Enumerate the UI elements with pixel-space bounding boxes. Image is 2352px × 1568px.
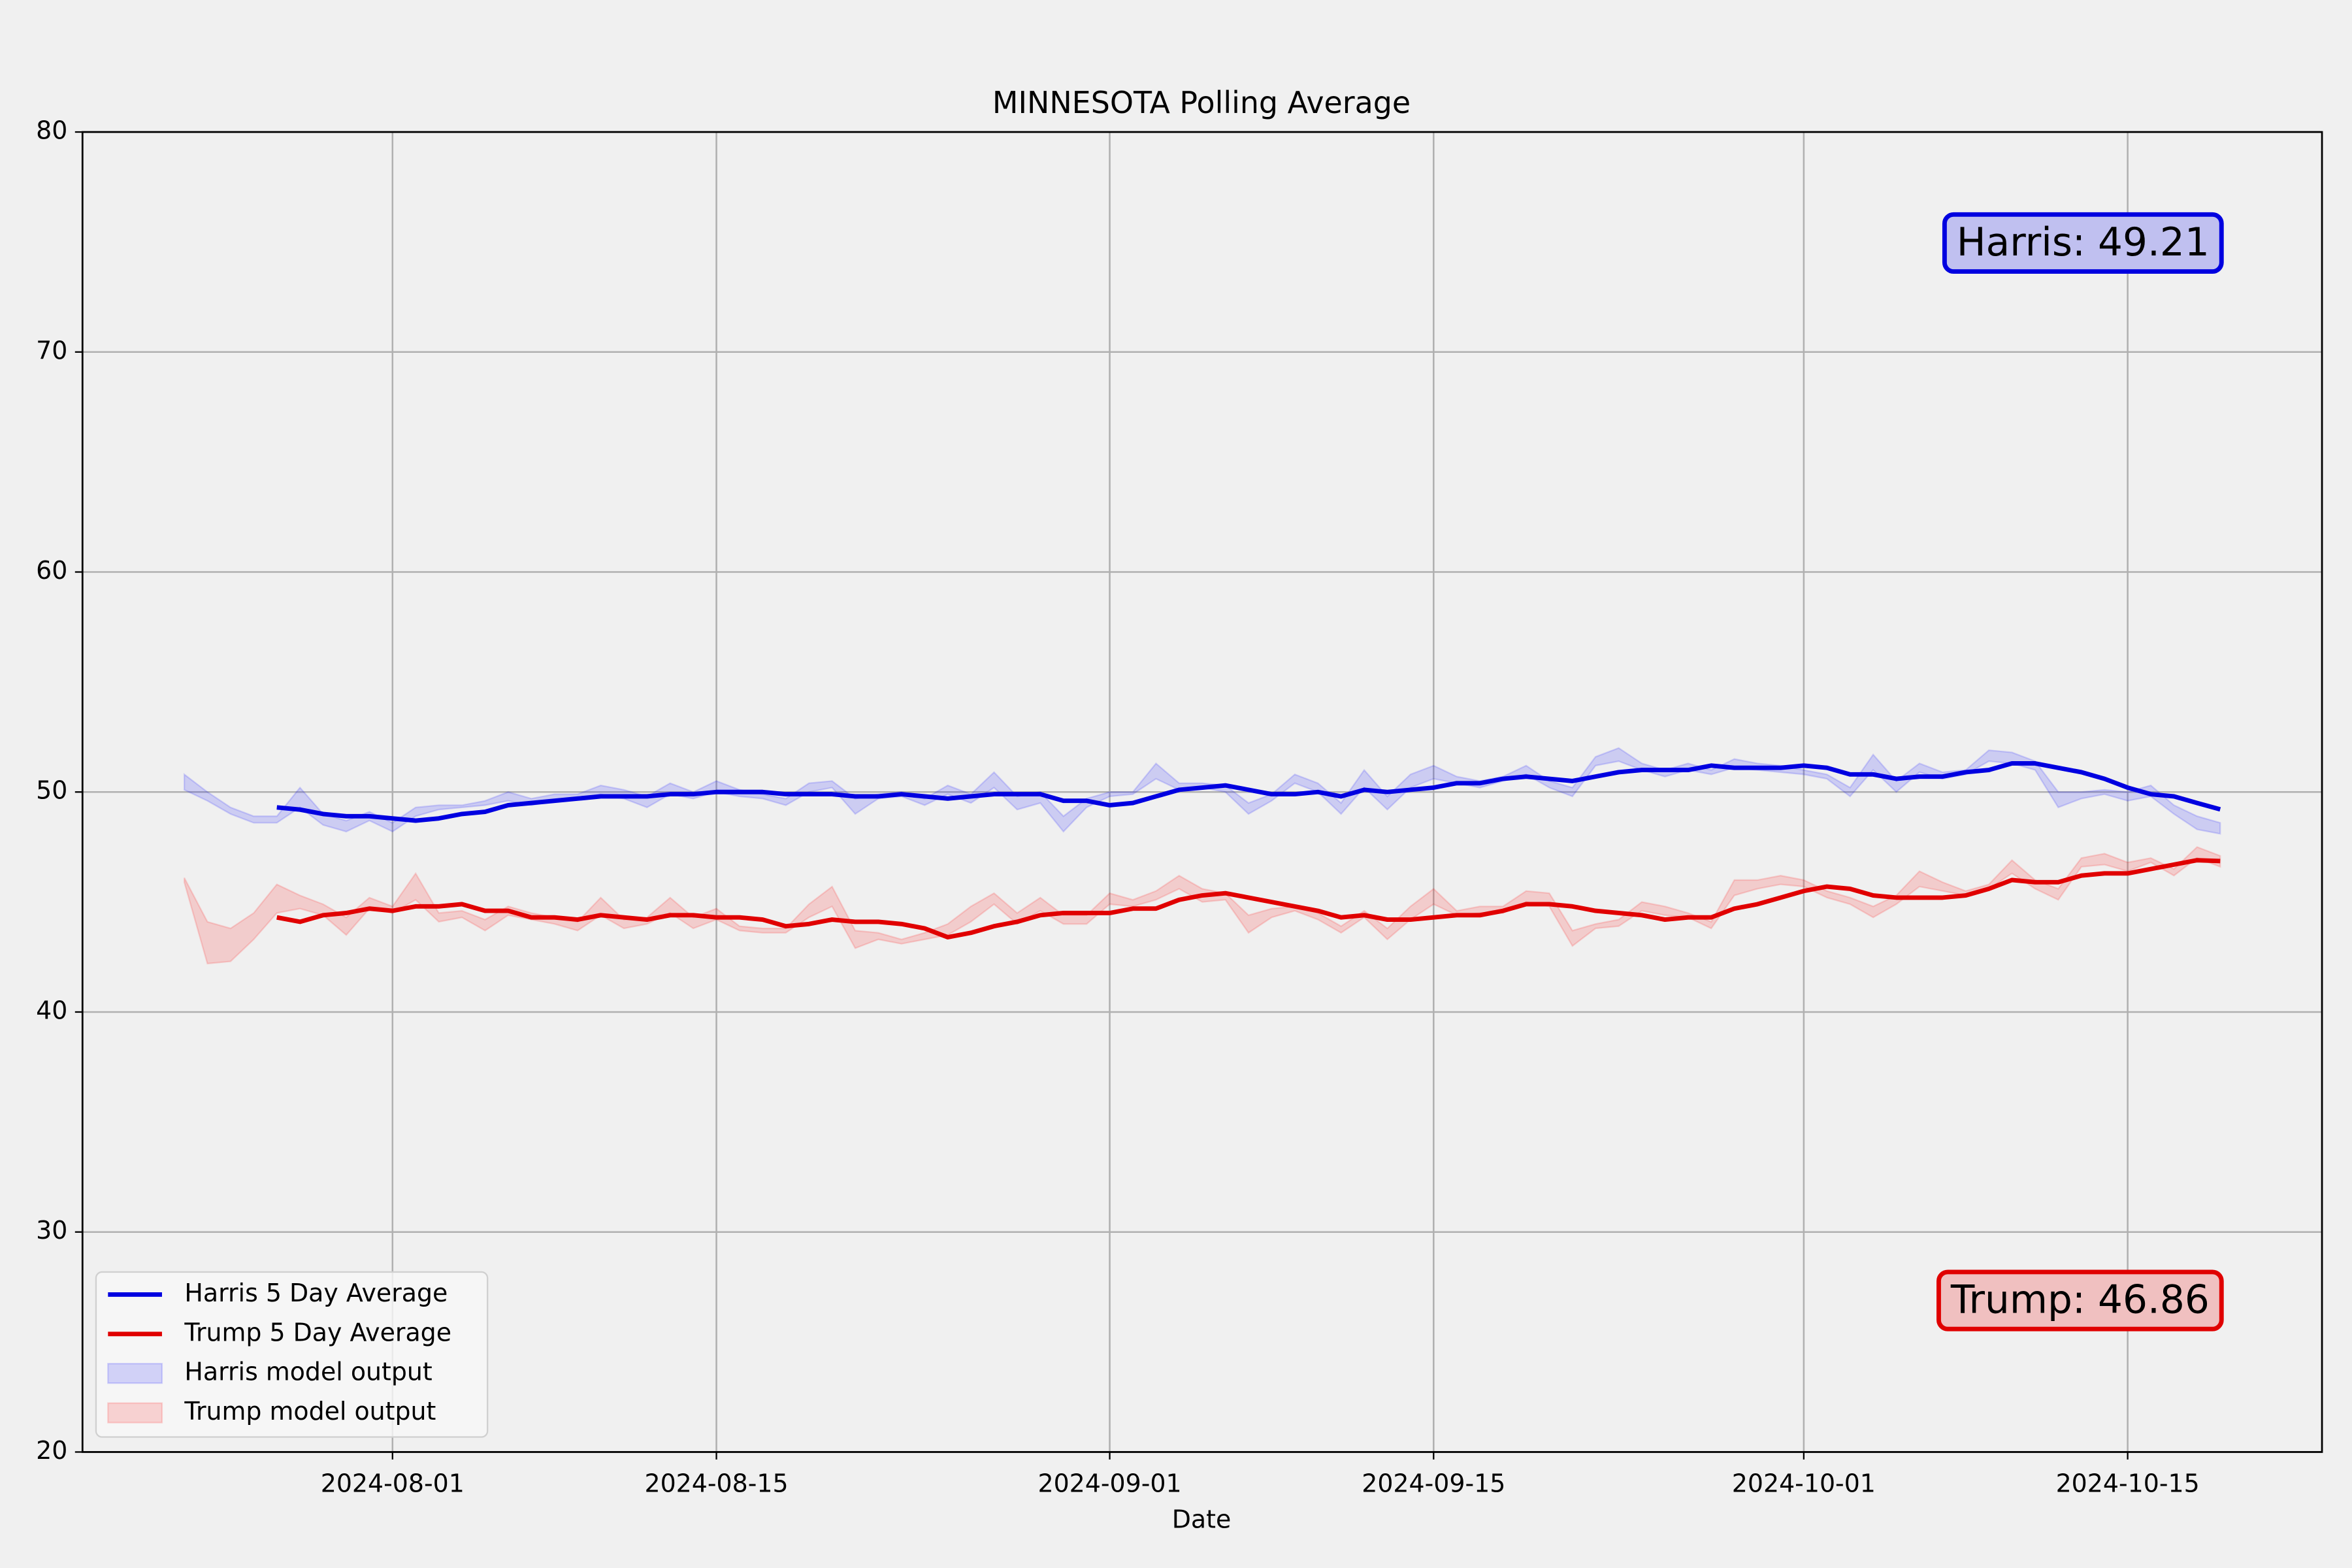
legend-box xyxy=(95,1271,489,1438)
model-band xyxy=(183,846,2221,965)
x-tick-label: 2024-09-01 xyxy=(1037,1469,1181,1497)
legend-label: Trump 5 Day Average xyxy=(184,1318,451,1347)
chart-title: MINNESOTA Polling Average xyxy=(992,85,1411,120)
y-tick-label: 30 xyxy=(36,1216,67,1245)
y-tick-label: 60 xyxy=(36,556,67,585)
legend-label: Harris model output xyxy=(184,1358,432,1386)
legend-swatch xyxy=(107,1363,163,1384)
legend-swatch xyxy=(107,1402,163,1424)
annotation: Harris: 49.21 xyxy=(1942,212,2224,274)
annotation-text: Harris: 49.21 xyxy=(1957,220,2210,265)
y-tick-label: 50 xyxy=(36,776,67,805)
x-tick-label: 2024-08-15 xyxy=(644,1469,788,1497)
annotation-box xyxy=(1942,212,2224,274)
annotation-text: Trump: 46.86 xyxy=(1950,1277,2210,1322)
average-line xyxy=(276,858,2221,939)
x-tick-label: 2024-09-15 xyxy=(1362,1469,1505,1497)
x-tick-label: 2024-10-01 xyxy=(1732,1469,1876,1497)
x-tick-label: 2024-10-15 xyxy=(2056,1469,2200,1497)
average-line xyxy=(276,761,2221,823)
legend-label: Trump model output xyxy=(184,1397,436,1426)
x-tick-label: 2024-08-01 xyxy=(321,1469,465,1497)
y-tick-label: 80 xyxy=(36,116,67,145)
y-tick-label: 70 xyxy=(36,336,67,365)
plot-frame xyxy=(81,131,2323,1453)
legend: Harris 5 Day Average Trump 5 Day Average H… xyxy=(95,1271,489,1438)
x-axis-label: Date xyxy=(1172,1505,1232,1534)
y-tick-label: 40 xyxy=(36,996,67,1024)
annotation: Trump: 46.86 xyxy=(1936,1269,2224,1331)
legend-label: Harris 5 Day Average xyxy=(184,1279,448,1307)
y-tick-label: 20 xyxy=(36,1436,67,1465)
annotation-box xyxy=(1936,1269,2224,1331)
